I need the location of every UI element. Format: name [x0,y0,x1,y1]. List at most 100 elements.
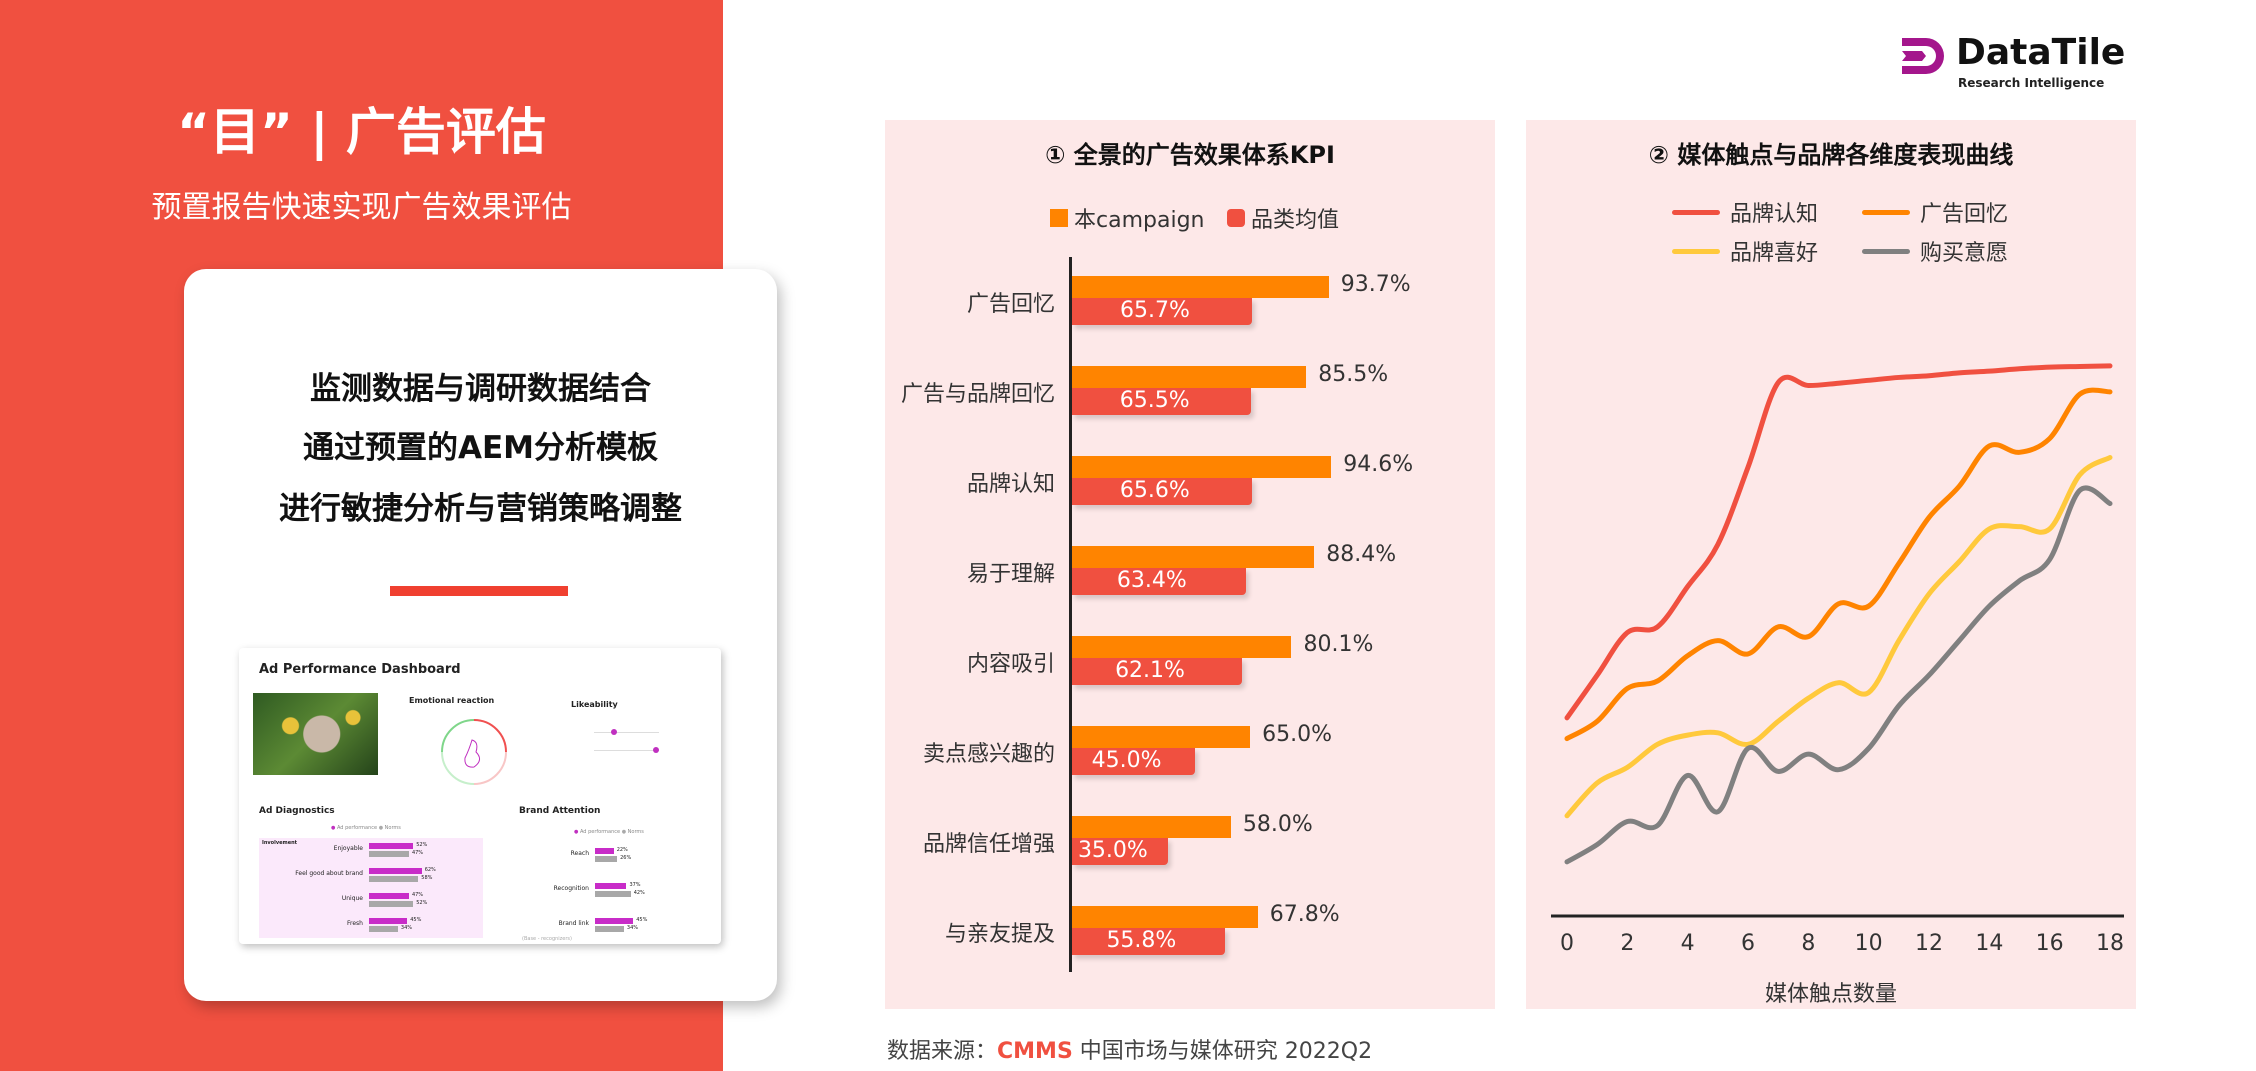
card-line: 进行敏捷分析与营销策略调整 [279,491,682,527]
line-chart: ② 媒体触点与品牌各维度表现曲线 品牌认知 广告回忆 品牌喜好 购买意愿 0 2 4 6 8 1… [1526,120,2136,1009]
thumb-value: 45% [410,917,422,923]
chart-title: ② 媒体触点与品牌各维度表现曲线 [1648,141,2014,169]
thumb-row-label: Reach [570,850,589,857]
legend-item: 品牌喜好 [1672,235,1818,267]
bar-category-avg [1072,478,1252,505]
category-label: 卖点感兴趣的 [922,742,1055,767]
thumb-value: 34% [626,925,639,931]
x-tick-label: 4 [1681,931,1695,956]
category-label: 品牌认知 [966,472,1055,497]
thumb-value: 42% [633,890,645,896]
emotion-radar [441,719,507,785]
bar-campaign [1072,816,1231,838]
thumb-row-label: Brand link [558,920,589,927]
thumb-bar-ad [369,843,414,849]
brand-attention-title: Brand Attention [519,806,601,816]
bar-campaign [1072,276,1329,298]
feature-card: 监测数据与调研数据结合 通过预置的AEM分析模板 进行敏捷分析与营销策略调整 A… [184,269,777,1001]
value-label: 63.4% [1116,568,1187,593]
legend-label: 广告回忆 [1920,202,2009,227]
thumb-value: 34% [400,925,413,931]
thumb-bar-ad [595,848,614,854]
chart-title: ① 全景的广告效果体系KPI [1045,141,1335,169]
legend-label: 品牌喜好 [1730,241,1819,266]
likeability-dot [611,729,617,735]
value-label: 65.0% [1262,722,1332,747]
x-tick-label: 16 [2036,931,2064,956]
bar-category-avg [1072,388,1252,415]
bar-category-avg [1072,658,1243,685]
thumb-value: 47% [411,892,424,898]
thumb-value: 37% [629,882,641,888]
category-label: 广告回忆 [966,292,1055,317]
y-axis [1069,257,1072,972]
ad-photo [253,693,378,775]
category-label: 与亲友提及 [944,922,1055,947]
category-label: 易于理解 [966,562,1055,587]
thumb-value: 47% [411,850,424,856]
thumb-bar-norm [369,876,419,882]
series-line-品牌认知 [1564,363,2113,721]
thumb-bar-ad [369,868,422,874]
legend-item: 品牌认知 [1672,196,1818,228]
bar-campaign [1072,636,1292,658]
thumb-value: 45% [636,917,648,923]
bar-campaign [1072,366,1307,388]
x-tick-label: 18 [2096,931,2124,956]
page-subtitle: 预置报告快速实现广告效果评估 [151,190,572,225]
x-tick-label: 8 [1801,931,1815,956]
thumb-bar-norm [369,926,398,932]
bar-campaign [1072,546,1315,568]
thumb-value: 58% [421,875,433,881]
thumb-row-label: Unique [341,895,363,902]
value-label: 35.0% [1077,838,1148,863]
line-plot: 0 2 4 6 8 10 12 14 16 18 [1551,363,2124,956]
series-line-购买意愿 [1564,485,2113,865]
thumb-legend: ● Ad performance ● Norms [331,825,401,831]
thumb-value: 26% [620,855,632,861]
thumb-row-label: Feel good about brand [295,870,363,877]
datatile-logo: DataTile Research Intelligence [1900,32,2140,94]
thumb-row-label: Enjoyable [333,845,363,852]
category-label: 内容吸引 [966,652,1055,677]
legend-item: 本campaign [1050,202,1204,234]
value-label: 80.1% [1303,632,1374,657]
x-tick-label: 10 [1855,931,1883,956]
value-label: 55.8% [1106,928,1177,953]
legend-label: 购买意愿 [1920,241,2009,266]
diagnostics-title: Ad Diagnostics [259,806,335,816]
legend-item: 广告回忆 [1862,196,2008,228]
bar-category-avg [1072,298,1253,325]
legend-item: 购买意愿 [1862,235,2008,267]
value-label: 88.4% [1326,542,1397,567]
divider [390,586,568,596]
thumb-value: 52% [416,842,428,848]
value-label: 65.5% [1119,388,1190,413]
legend-swatch [1050,209,1068,227]
value-label: 85.5% [1318,362,1389,387]
legend-swatch [1672,248,1720,254]
value-label: 62.1% [1115,658,1185,683]
legend-item: 品类均值 [1227,202,1339,234]
legend-swatch [1862,209,1910,215]
dashboard-thumbnail: Ad Performance Dashboard Emotional react… [239,648,721,944]
thumb-bar-ad [369,893,409,899]
bar-campaign [1072,456,1332,478]
value-label: 67.8% [1269,902,1340,927]
data-source: 数据来源：CMMS 中国市场与媒体研究 2022Q2 [887,1039,1373,1064]
card-line: 监测数据与调研数据结合 [310,371,651,407]
category-label: 广告与品牌回忆 [900,382,1055,407]
thumb-title: Ad Performance Dashboard [259,662,461,677]
card-line: 通过预置的AEM分析模板 [302,430,658,466]
likeability-dot [653,747,659,753]
legend-swatch [1227,209,1245,227]
thumb-value: 52% [416,900,428,906]
thumb-bar-ad [595,918,634,924]
category-label: 品牌信任增强 [922,832,1055,857]
kpi-bar-chart: ① 全景的广告效果体系KPI 本campaign 品类均值 广告回忆 93.7% 6… [885,120,1495,1009]
thumb-bar-norm [595,856,618,862]
bar-campaign [1072,726,1251,748]
thumb-bar-norm [369,901,414,907]
series-line-品牌喜好 [1564,455,2113,819]
x-axis-label: 媒体触点数量 [1764,982,1897,1007]
